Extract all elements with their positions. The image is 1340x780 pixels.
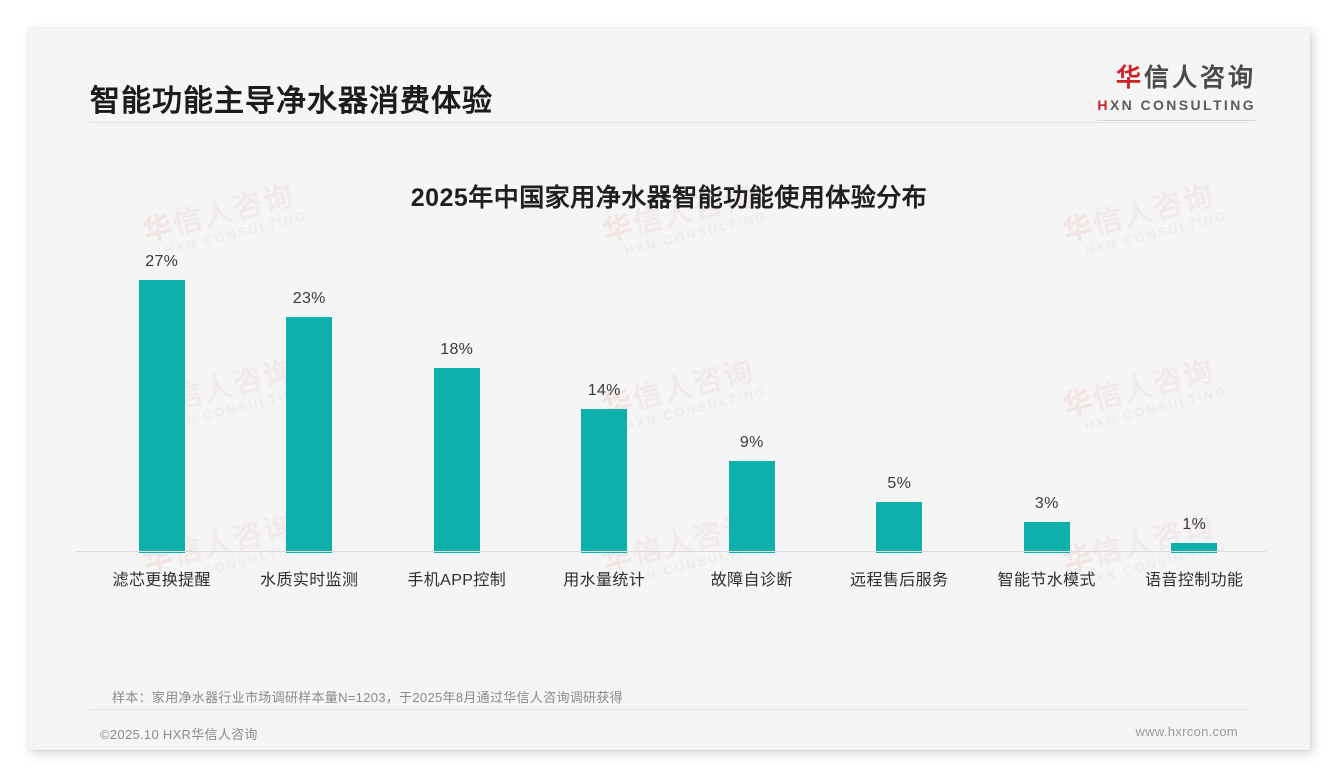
watermark-en: HXN CONSULTING [622,208,769,259]
category-label: 远程售后服务 [850,572,949,589]
brand-logo-en-rest: XN CONSULTING [1109,97,1256,113]
category-label: 用水量统计 [563,572,646,589]
bar-value-label: 18% [440,341,474,358]
bar-group: 9% [678,253,826,553]
bar-value-label: 3% [1034,495,1059,512]
bar-group: 1% [1121,253,1269,553]
bar-chart-plot: 27% 23% 18% 14% 9% 5% 3% 1% [88,253,1268,553]
bar-group: 5% [826,253,974,553]
bar[interactable] [286,317,333,553]
bar[interactable] [138,280,185,553]
footer-divider [90,709,1250,710]
bar-value-label: 14% [587,382,621,399]
chart-axis-line [76,551,1266,552]
category-label: 手机APP控制 [407,572,507,589]
brand-logo-en: HXN CONSULTING [1097,97,1256,113]
category-label: 故障自诊断 [710,572,793,589]
website-url[interactable]: www.hxrcon.com [1135,724,1238,739]
watermark-en: HXN CONSULTING [1082,208,1229,259]
slide-canvas: 华信人咨询 HXN CONSULTING 华信人咨询 HXN CONSULTIN… [28,28,1310,750]
bar[interactable] [1171,543,1218,553]
category-label: 水质实时监测 [260,572,359,589]
bar[interactable] [876,502,923,553]
category-label: 语音控制功能 [1145,572,1244,589]
bar[interactable] [728,461,775,553]
bar-value-label: 23% [292,290,326,307]
category-label: 滤芯更换提醒 [112,572,211,589]
bar-value-label: 5% [887,475,912,492]
bar-group: 23% [236,253,384,553]
bar-value-label: 27% [145,253,179,270]
brand-logo-underline [1097,120,1256,121]
header-divider [90,122,1250,123]
chart-title: 2025年中国家用净水器智能功能使用体验分布 [410,184,928,212]
bar-group: 14% [531,253,679,553]
category-axis-labels: 滤芯更换提醒 水质实时监测 手机APP控制 用水量统计 故障自诊断 远程售后服务 智能节水模… [88,566,1268,590]
brand-logo-cn: 华信人咨询 [1097,58,1256,94]
watermark-en: HXN CONSULTING [162,208,309,259]
bar-group: 3% [973,253,1121,553]
bar-series: 27% 23% 18% 14% 9% 5% 3% 1% [88,253,1268,553]
category-label: 智能节水模式 [997,572,1096,589]
chart-footnote: 样本：家用净水器行业市场调研样本量N=1203，于2025年8月通过华信人咨询调… [112,690,623,705]
brand-logo-cn-red: 华 [1115,64,1144,92]
bar-value-label: 1% [1182,516,1207,533]
bar[interactable] [433,368,480,553]
bar[interactable] [1023,522,1070,553]
slide-footer: ©2025.10 HXR华信人咨询 www.hxrcon.com [28,718,1310,750]
page-title: 智能功能主导净水器消费体验 [90,85,493,118]
watermark-cn-red: 华 [599,209,638,249]
brand-logo-cn-rest: 信人咨询 [1143,64,1256,92]
bar-value-label: 9% [739,434,764,451]
bar-group: 27% [88,253,236,553]
brand-logo: 华信人咨询 HXN CONSULTING [1097,58,1256,121]
copyright-text: ©2025.10 HXR华信人咨询 [100,727,258,742]
watermark-cn-red: 华 [139,209,178,249]
watermark-cn-red: 华 [1059,209,1098,249]
slide-header: 智能功能主导净水器消费体验 华信人咨询 HXN CONSULTING [28,28,1310,122]
bar[interactable] [581,409,628,553]
bar-group: 18% [383,253,531,553]
brand-logo-en-red: H [1097,97,1110,113]
